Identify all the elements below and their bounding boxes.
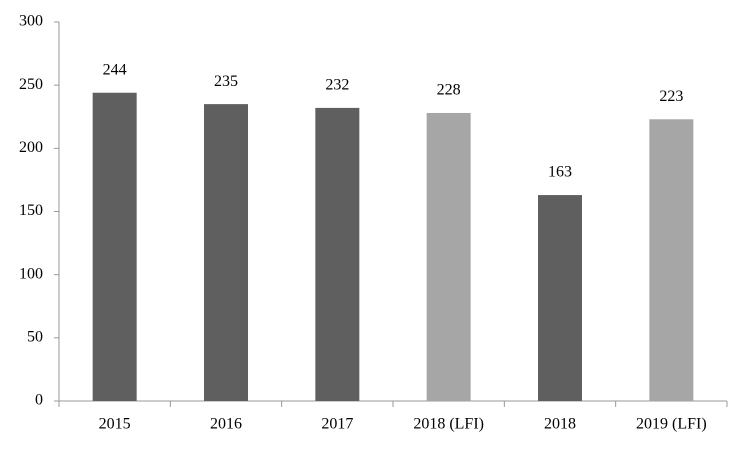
y-tick-label: 50 — [27, 329, 43, 346]
bar — [92, 92, 137, 401]
x-tick-label: 2018 — [544, 416, 576, 433]
x-tick-label: 2017 — [321, 416, 353, 433]
bar — [315, 107, 360, 401]
x-tick-label: 2019 (LFI) — [636, 416, 707, 433]
data-label: 244 — [103, 61, 127, 78]
y-tick-label: 300 — [19, 13, 43, 30]
bar — [204, 104, 248, 401]
bar — [426, 112, 471, 402]
x-tick-label: 2018 (LFI) — [413, 416, 484, 433]
data-label: 223 — [659, 88, 683, 105]
y-tick-label: 250 — [19, 76, 43, 93]
data-label: 232 — [325, 77, 349, 94]
bar — [649, 119, 694, 401]
y-tick-label: 100 — [19, 265, 43, 282]
y-tick-label: 0 — [35, 392, 43, 409]
data-label: 228 — [437, 82, 461, 99]
y-tick-label: 200 — [19, 139, 43, 156]
y-tick-label: 150 — [19, 202, 43, 219]
data-label: 163 — [548, 164, 572, 181]
data-label: 235 — [214, 73, 238, 90]
x-tick-label: 2016 — [210, 416, 242, 433]
x-tick-label: 2015 — [99, 416, 131, 433]
bar — [538, 195, 582, 401]
